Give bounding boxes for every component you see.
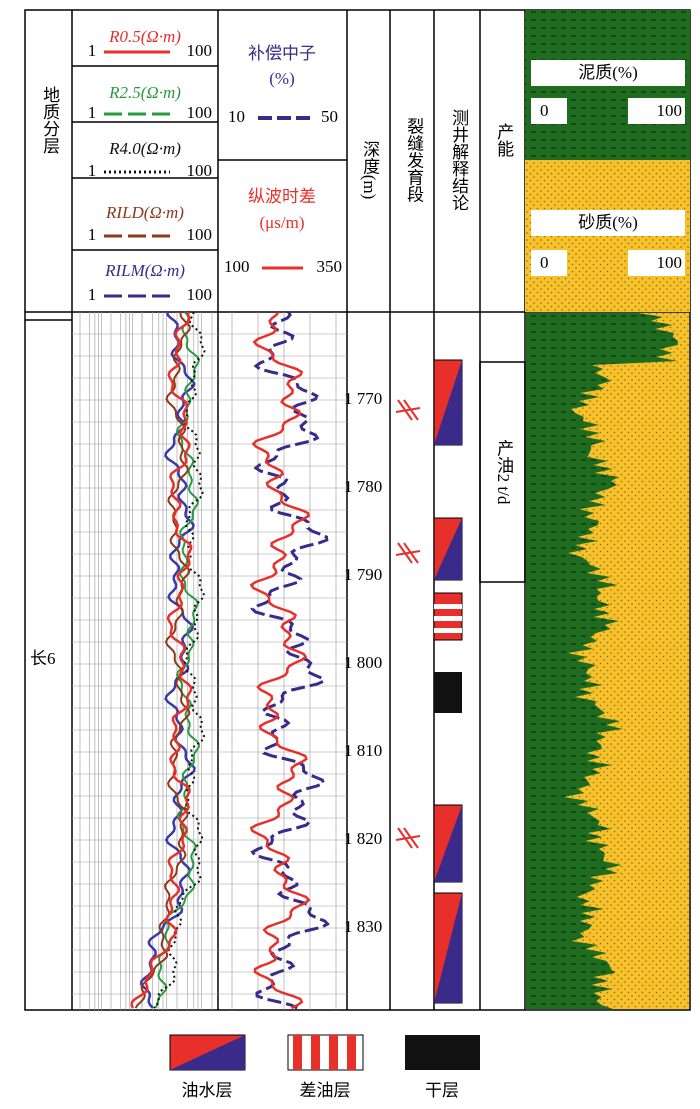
fracture-mark bbox=[395, 827, 421, 849]
sand-name: 砂质(%) bbox=[578, 213, 637, 232]
depth-label: 1 810 bbox=[344, 741, 382, 760]
log-curve bbox=[249, 311, 311, 1010]
oil-water-layer bbox=[434, 518, 462, 580]
ac-max: 350 bbox=[317, 257, 343, 276]
curve-min: 1 bbox=[88, 225, 97, 244]
interpretation-header: 测井解释结论 bbox=[449, 109, 469, 211]
sand-min: 0 bbox=[540, 253, 549, 272]
oil-water-layer bbox=[434, 805, 462, 882]
legend-label: 差油层 bbox=[300, 1081, 351, 1100]
fracture-line bbox=[395, 827, 421, 849]
depth-label: 1 770 bbox=[344, 389, 382, 408]
depth-label: 1 830 bbox=[344, 917, 382, 936]
poor-oil-stripe bbox=[434, 604, 462, 609]
depth-label: 1 790 bbox=[344, 565, 382, 584]
log-curve bbox=[154, 311, 201, 1009]
log-curve bbox=[153, 311, 206, 1009]
depth-header: 深度(m) bbox=[360, 141, 380, 200]
curve-min: 1 bbox=[88, 285, 97, 304]
mud-name: 泥质(%) bbox=[578, 63, 637, 82]
curve-max: 100 bbox=[187, 161, 213, 180]
fracture-line bbox=[395, 399, 421, 421]
fracture-line bbox=[395, 542, 421, 564]
curve-name: RILM(Ω·m) bbox=[104, 261, 185, 280]
dry-layer bbox=[434, 672, 462, 713]
productivity-header: 产能 bbox=[494, 123, 514, 158]
fracture-header: 裂缝发育段 bbox=[404, 117, 424, 202]
oil-water-layer bbox=[434, 360, 462, 445]
depth-label: 1 780 bbox=[344, 477, 382, 496]
legend-label: 油水层 bbox=[182, 1081, 233, 1100]
log-curve bbox=[130, 311, 193, 1009]
curve-name: R0.5(Ω·m) bbox=[108, 27, 181, 46]
curve-min: 1 bbox=[88, 161, 97, 180]
curve-max: 100 bbox=[187, 225, 213, 244]
fracture-mark bbox=[395, 399, 421, 421]
fracture-mark bbox=[395, 542, 421, 564]
log-curve bbox=[250, 311, 330, 1010]
legend-label: 干层 bbox=[425, 1081, 459, 1100]
sand-max: 100 bbox=[657, 253, 683, 272]
formation-header: 地质分层 bbox=[40, 86, 60, 154]
production-label: 产油2 t/d bbox=[494, 440, 514, 505]
curve-max: 100 bbox=[187, 103, 213, 122]
curve-min: 1 bbox=[88, 41, 97, 60]
mud-min: 0 bbox=[540, 101, 549, 120]
ac-min: 100 bbox=[224, 257, 250, 276]
curve-max: 100 bbox=[187, 41, 213, 60]
legend bbox=[169, 1034, 480, 1071]
log-curve bbox=[139, 311, 196, 1009]
poor-oil-stripe bbox=[434, 628, 462, 633]
mud-max: 100 bbox=[657, 101, 683, 120]
formation-label: 长6 bbox=[30, 649, 56, 668]
neutron-max: 50 bbox=[321, 107, 338, 126]
neutron-min: 10 bbox=[228, 107, 245, 126]
neutron-unit: (%) bbox=[269, 69, 294, 88]
curve-min: 1 bbox=[88, 103, 97, 122]
sand-area bbox=[563, 313, 689, 1009]
depth-label: 1 800 bbox=[344, 653, 382, 672]
neutron-name: 补偿中子 bbox=[248, 44, 316, 63]
curve-name: R2.5(Ω·m) bbox=[108, 83, 181, 102]
curve-name: RILD(Ω·m) bbox=[105, 203, 184, 222]
curve-name: R4.0(Ω·m) bbox=[108, 139, 181, 158]
depth-label: 1 820 bbox=[344, 829, 382, 848]
curve-max: 100 bbox=[187, 285, 213, 304]
ac-unit: (μs/m) bbox=[260, 213, 305, 232]
poor-oil-stripe bbox=[434, 616, 462, 621]
ac-name: 纵波时差 bbox=[248, 187, 316, 206]
oil-water-layer bbox=[434, 893, 462, 1003]
